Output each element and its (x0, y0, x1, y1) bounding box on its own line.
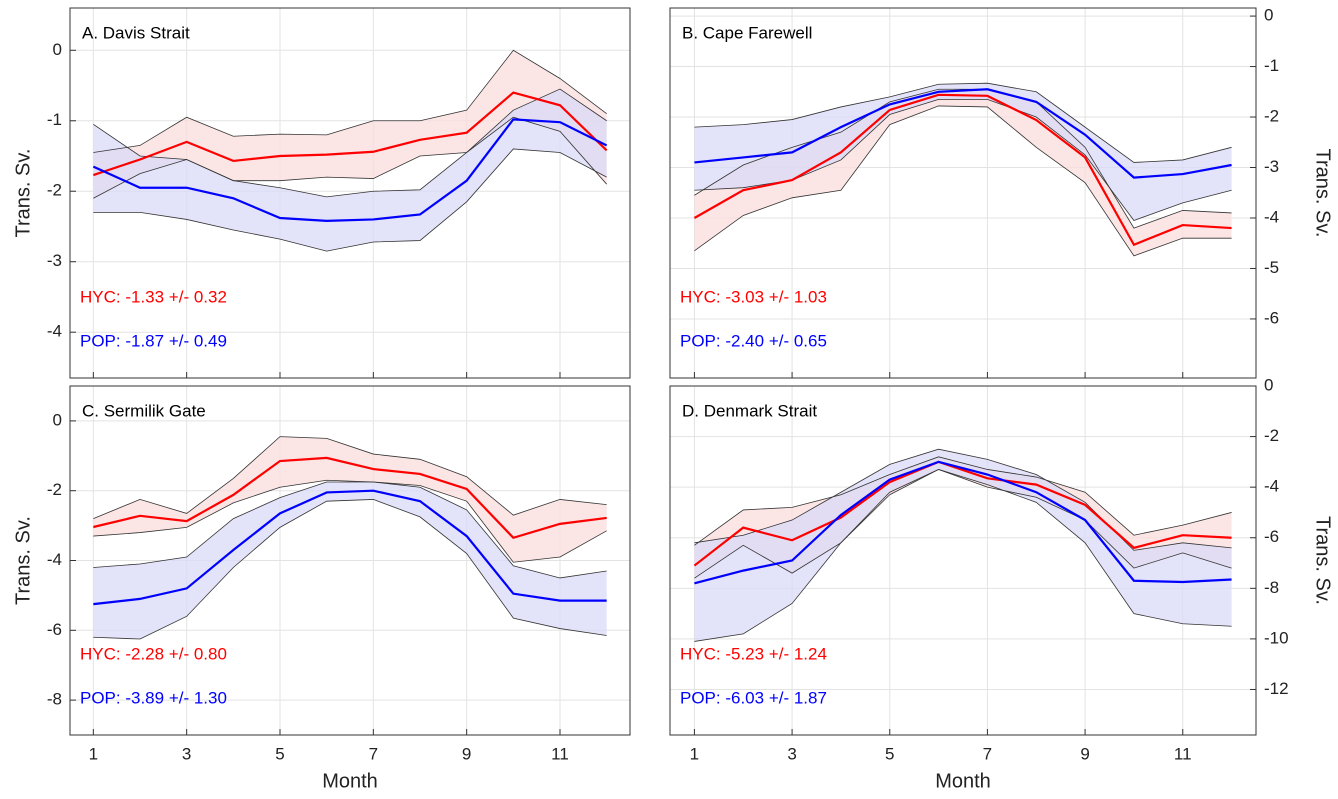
y-tick-label: -10 (1264, 628, 1289, 647)
y-tick-label: -6 (47, 620, 62, 639)
y-axis-label: Trans. Sv. (12, 149, 34, 238)
band-edge (93, 499, 607, 640)
y-tick-label: -8 (47, 690, 62, 709)
line (92, 91, 608, 177)
band (694, 83, 1232, 221)
band-edge (694, 456, 1232, 546)
line (93, 489, 607, 606)
band-edge (93, 49, 607, 153)
annotation: HYC: -3.03 +/- 1.03 (680, 287, 827, 306)
plot-frame (669, 385, 1257, 736)
line (693, 93, 1232, 247)
x-tick-label: 5 (275, 744, 284, 763)
band-edge (93, 481, 607, 579)
y-tick-label: -2 (47, 181, 62, 200)
x-tick-label: 11 (1174, 744, 1192, 763)
annotation: HYC: -5.23 +/- 1.24 (680, 644, 827, 663)
line (93, 456, 607, 540)
x-tick-label: 7 (983, 744, 992, 763)
y-tick-label: -5 (1264, 258, 1279, 277)
y-tick-label: -4 (47, 322, 62, 341)
annotation: HYC: -2.28 +/- 0.80 (80, 644, 227, 663)
y-tick-label: -2 (1264, 107, 1279, 126)
band (93, 50, 607, 199)
y-tick-label: -4 (1264, 207, 1279, 226)
band (93, 436, 607, 563)
y-tick-label: -12 (1264, 679, 1289, 698)
panel-title: A. Davis Strait (82, 23, 190, 42)
x-tick-label: 1 (690, 744, 699, 763)
y-tick-label: -4 (47, 550, 62, 569)
x-tick-label: 7 (369, 744, 378, 763)
x-tick-label: 3 (182, 744, 191, 763)
line (693, 460, 1232, 567)
y-tick-label: 0 (1264, 375, 1273, 394)
band-edge (694, 469, 1232, 642)
annotation: POP: -2.40 +/- 0.65 (680, 331, 827, 350)
y-tick-label: -6 (1264, 308, 1279, 327)
x-tick-label: 1 (89, 744, 98, 763)
band-edge (694, 82, 1232, 163)
panel-title: C. Sermilik Gate (82, 401, 206, 420)
annotation: HYC: -1.33 +/- 0.32 (80, 287, 227, 306)
band-edge (694, 105, 1232, 257)
band-edge (694, 469, 1232, 579)
annotation: POP: -1.87 +/- 0.49 (80, 331, 227, 350)
band (694, 449, 1232, 642)
band-edge (93, 479, 607, 563)
y-axis-label: Trans. Sv. (1312, 516, 1334, 605)
band-edge (93, 88, 607, 198)
band (93, 89, 607, 252)
y-tick-label: -8 (1264, 578, 1279, 597)
y-tick-label: -2 (1264, 426, 1279, 445)
y-tick-label: -4 (1264, 477, 1279, 496)
y-tick-label: -6 (1264, 527, 1279, 546)
y-tick-label: -1 (1264, 56, 1279, 75)
line (694, 460, 1232, 585)
x-axis-label: Month (322, 770, 378, 792)
x-tick-label: 3 (787, 744, 796, 763)
band-edge (694, 448, 1232, 551)
band (93, 481, 607, 640)
y-axis-label: Trans. Sv. (1312, 149, 1334, 238)
annotation: POP: -6.03 +/- 1.87 (680, 688, 827, 707)
band-edge (694, 88, 1232, 229)
x-axis-label: Month (935, 770, 991, 792)
y-tick-label: -1 (47, 110, 62, 129)
x-tick-label: 5 (885, 744, 894, 763)
y-tick-label: 0 (53, 40, 62, 59)
plot-frame (69, 385, 631, 736)
y-tick-label: 0 (1264, 6, 1273, 25)
y-tick-label: -3 (47, 251, 62, 270)
y-tick-label: -2 (47, 480, 62, 499)
band-edge (93, 436, 607, 519)
band-edge (93, 148, 607, 252)
x-tick-label: 9 (1080, 744, 1089, 763)
annotation: POP: -3.89 +/- 1.30 (80, 688, 227, 707)
plot-frame (69, 7, 631, 379)
y-axis-label: Trans. Sv. (12, 516, 34, 605)
y-tick-label: 0 (53, 410, 62, 429)
x-tick-label: 9 (462, 744, 471, 763)
panel-title: D. Denmark Strait (682, 401, 817, 420)
plot-frame (669, 7, 1257, 379)
panel-title: B. Cape Farewell (682, 23, 812, 42)
line (92, 118, 608, 222)
x-tick-label: 11 (551, 744, 569, 763)
line (694, 88, 1232, 179)
y-tick-label: -3 (1264, 157, 1279, 176)
